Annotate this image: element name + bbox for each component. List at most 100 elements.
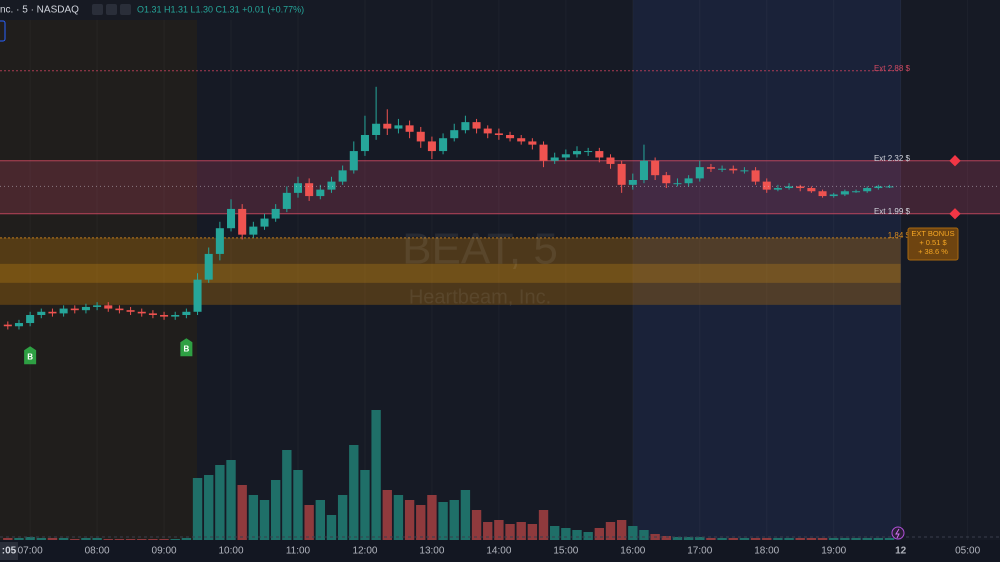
volume-bar bbox=[14, 538, 24, 540]
volume-bar bbox=[806, 538, 817, 540]
x-tick-label: 12 bbox=[895, 546, 907, 557]
candle-body bbox=[427, 141, 436, 152]
level-diamond bbox=[949, 208, 961, 220]
candle-body bbox=[740, 170, 749, 172]
signal-marker bbox=[24, 346, 37, 365]
volume-bar bbox=[36, 538, 46, 540]
x-tick-label: 18:00 bbox=[754, 546, 779, 557]
volume-bar bbox=[717, 538, 727, 540]
volume-bar bbox=[728, 538, 738, 540]
candle-body bbox=[807, 188, 816, 192]
volume-bar bbox=[304, 505, 314, 540]
volume-bar bbox=[616, 520, 627, 540]
volume-bar bbox=[337, 495, 348, 540]
volume-bar bbox=[884, 538, 895, 540]
candle-body bbox=[148, 313, 157, 315]
candle-body bbox=[450, 130, 459, 139]
ext-zone bbox=[0, 160, 1000, 214]
candle-body bbox=[204, 253, 213, 280]
afterhours-session bbox=[633, 0, 901, 540]
candle-body bbox=[517, 138, 526, 142]
event-icon[interactable] bbox=[891, 526, 905, 540]
volume-bar bbox=[315, 500, 325, 540]
candle-body bbox=[37, 311, 46, 315]
candle-body bbox=[249, 226, 258, 235]
ohlc-legend: O1.31 H1.31 L1.30 C1.31 +0.01 (+0.77%) bbox=[137, 4, 304, 14]
candle-body bbox=[126, 310, 135, 312]
level-label: 1.84 $ bbox=[888, 231, 911, 240]
volume-bar bbox=[92, 538, 102, 540]
volume-bar bbox=[795, 538, 805, 540]
volume-bar bbox=[840, 538, 850, 540]
volume-bar bbox=[382, 490, 392, 540]
candle-body bbox=[785, 186, 794, 189]
candle-body bbox=[104, 305, 113, 309]
settings-button[interactable] bbox=[106, 4, 117, 15]
volume-bar bbox=[516, 522, 526, 540]
volume-bar bbox=[259, 500, 270, 540]
side-button[interactable] bbox=[0, 20, 6, 42]
candle-body bbox=[651, 160, 660, 176]
candle-body bbox=[282, 192, 291, 209]
candles bbox=[3, 86, 894, 330]
candle-body bbox=[818, 191, 827, 197]
volume-bar bbox=[639, 530, 649, 540]
eye-button[interactable] bbox=[92, 4, 103, 15]
level-label: Ext 1.99 $ bbox=[874, 207, 911, 216]
volume-bar bbox=[371, 410, 381, 540]
volume-bar bbox=[817, 538, 828, 540]
volume-bar bbox=[114, 539, 125, 540]
candle-body bbox=[260, 218, 269, 227]
candle-body bbox=[137, 311, 146, 314]
candle-body bbox=[773, 188, 782, 190]
volume-bar bbox=[3, 538, 13, 540]
bonus-amount: + 0.51 $ bbox=[919, 238, 947, 247]
x-tick-label: 19:00 bbox=[821, 546, 846, 557]
candle-body bbox=[662, 175, 671, 184]
volume-bars bbox=[3, 410, 895, 540]
volume-bar bbox=[181, 538, 192, 540]
watermark-subtitle: Heartbeam, Inc. bbox=[409, 286, 551, 308]
volume-bar bbox=[58, 538, 69, 540]
candle-body bbox=[673, 183, 682, 185]
candle-body bbox=[26, 315, 35, 324]
candle-body bbox=[215, 228, 224, 254]
volume-bar bbox=[393, 495, 404, 540]
candle-body bbox=[572, 151, 582, 155]
more-button[interactable] bbox=[120, 4, 131, 15]
watermark-title: BEAT, 5 bbox=[402, 225, 558, 274]
candle-body bbox=[227, 208, 236, 229]
level-label: Ext 2.32 $ bbox=[874, 154, 911, 163]
volume-bar bbox=[460, 490, 471, 540]
volume-bar bbox=[192, 478, 203, 540]
time-axis bbox=[0, 540, 1000, 562]
candle-body bbox=[595, 151, 604, 158]
x-tick-label: 09:00 bbox=[152, 546, 177, 557]
x-tick-label: 05:00 bbox=[955, 546, 980, 557]
volume-bar bbox=[427, 495, 437, 540]
x-tick-label: 14:00 bbox=[486, 546, 511, 557]
bonus-zone bbox=[0, 237, 901, 305]
x-tick-label: 13:00 bbox=[419, 546, 444, 557]
x-axis: 07:00 08:00 09:00 10:00 11:00 12:00 13:00 14:00… bbox=[18, 546, 981, 557]
volume-bar bbox=[204, 475, 214, 540]
candle-body bbox=[584, 151, 593, 153]
volume-bar bbox=[628, 526, 638, 540]
candle-body bbox=[316, 189, 325, 197]
candle-body bbox=[405, 125, 414, 132]
candle-body bbox=[115, 308, 124, 311]
x-tick-label: 16:00 bbox=[620, 546, 645, 557]
candle-body bbox=[439, 138, 448, 152]
candle-body bbox=[416, 131, 425, 142]
candle-body bbox=[639, 160, 648, 180]
event-icon-bolt bbox=[895, 528, 900, 539]
volume-bar bbox=[293, 470, 303, 540]
volume-bar bbox=[248, 495, 259, 540]
bonus-zone-core bbox=[0, 263, 901, 283]
crosshair-time: :05 bbox=[2, 546, 17, 557]
volume-bar bbox=[282, 450, 292, 540]
volume-bar bbox=[873, 538, 884, 540]
candle-body bbox=[271, 208, 280, 219]
candle-body bbox=[706, 167, 715, 169]
overlay: Ext 2.88 $ Ext 2.32 $ Ext 1.99 $ 1.84 $ B B EX… bbox=[0, 64, 1000, 365]
